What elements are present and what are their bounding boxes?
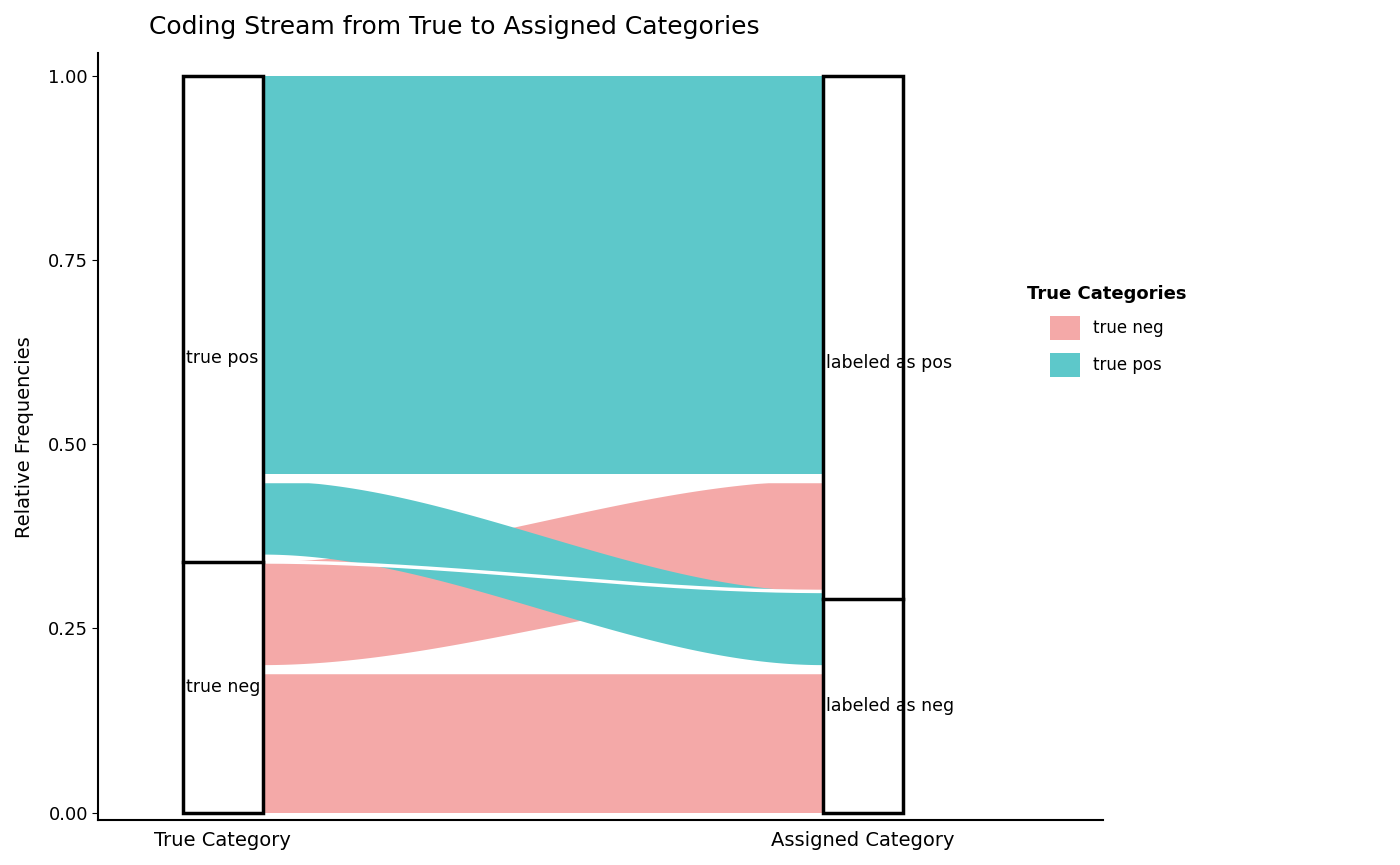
- Text: Coding Stream from True to Assigned Categories: Coding Stream from True to Assigned Cate…: [148, 15, 759, 39]
- Polygon shape: [263, 75, 823, 473]
- Legend: true neg, true pos: true neg, true pos: [1019, 277, 1196, 385]
- Text: labeled as neg: labeled as neg: [826, 696, 955, 714]
- Text: true neg: true neg: [186, 678, 260, 696]
- Polygon shape: [263, 672, 823, 812]
- Text: labeled as pos: labeled as pos: [826, 355, 952, 372]
- Polygon shape: [263, 481, 823, 665]
- Y-axis label: Relative Frequencies: Relative Frequencies: [15, 336, 34, 537]
- Bar: [183, 75, 263, 812]
- Text: true pos: true pos: [186, 349, 259, 367]
- Polygon shape: [263, 481, 823, 665]
- Bar: [823, 75, 903, 812]
